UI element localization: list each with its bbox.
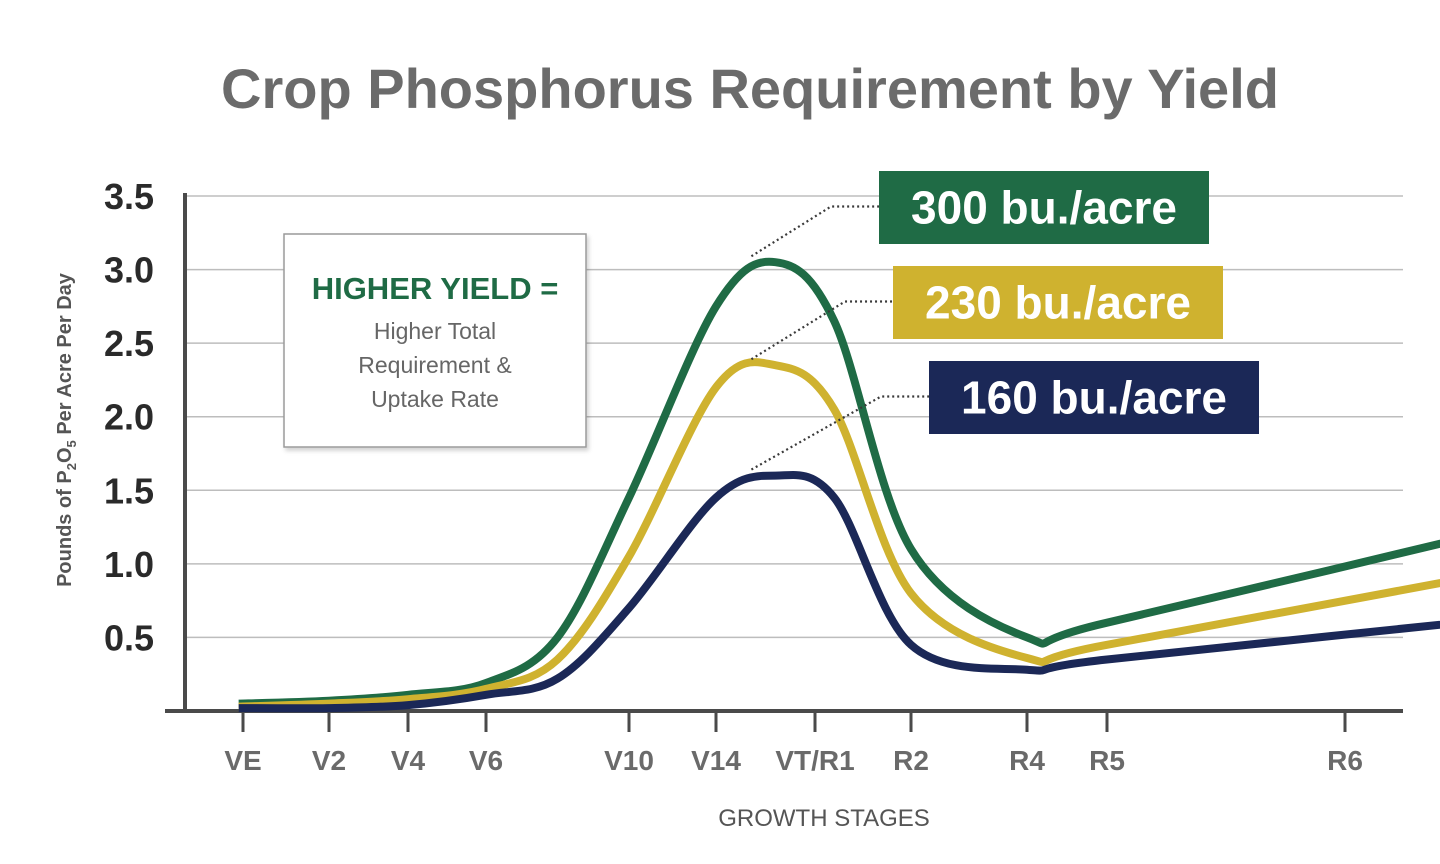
legend-leader-line xyxy=(750,395,929,471)
chart-title: Crop Phosphorus Requirement by Yield xyxy=(221,57,1279,120)
x-tick-label: V4 xyxy=(391,745,426,776)
legend-label: 300 bu./acre xyxy=(911,182,1177,234)
x-tick-label: V2 xyxy=(312,745,346,776)
legend-label: 160 bu./acre xyxy=(961,372,1227,424)
annotation-line: Requirement & xyxy=(358,352,511,378)
y-tick-label: 2.5 xyxy=(104,323,154,364)
x-tick-label: VE xyxy=(224,745,261,776)
y-tick-label: 3.5 xyxy=(104,176,154,217)
legend-label: 230 bu./acre xyxy=(925,277,1191,329)
y-axis-label: Pounds of P2O5 Per Acre Per Day xyxy=(54,272,79,587)
legend-box xyxy=(879,171,1209,244)
legend: 300 bu./acre 230 bu./acre 160 bu./acre xyxy=(750,171,1259,471)
annotation-heading: HIGHER YIELD = xyxy=(312,271,559,306)
x-tick-label: R4 xyxy=(1009,745,1045,776)
series-lines xyxy=(238,257,1440,713)
legend-leader-line xyxy=(750,205,879,258)
x-tick-label: V6 xyxy=(469,745,503,776)
legend-box xyxy=(929,361,1259,434)
legend-box xyxy=(893,266,1223,339)
x-tick-label: V14 xyxy=(691,745,741,776)
x-tick-label: R6 xyxy=(1327,745,1363,776)
y-tick-label: 0.5 xyxy=(104,617,154,658)
x-tick-label: R2 xyxy=(893,745,929,776)
x-axis-ticks: VE V2 V4 V6 V10 V14 VT/R1 R2 R4 R5 R6 xyxy=(224,711,1363,776)
series-line xyxy=(238,358,1440,711)
annotation-box: HIGHER YIELD = Higher Total Requirement … xyxy=(283,233,587,448)
y-tick-label: 1.0 xyxy=(104,544,154,585)
x-tick-label: V10 xyxy=(604,745,654,776)
y-tick-label: 2.0 xyxy=(104,397,154,438)
series-line xyxy=(238,471,1440,713)
y-axis-ticks: 3.5 3.0 2.5 2.0 1.5 1.0 0.5 xyxy=(104,176,154,658)
y-tick-label: 1.5 xyxy=(104,470,154,511)
legend-leader-line xyxy=(750,300,893,361)
annotation-line: Uptake Rate xyxy=(371,386,499,412)
annotation-line: Higher Total xyxy=(374,318,496,344)
x-axis-label: GROWTH STAGES xyxy=(718,805,930,832)
x-tick-label: R5 xyxy=(1089,745,1125,776)
y-tick-label: 3.0 xyxy=(104,250,154,291)
x-tick-label: VT/R1 xyxy=(775,745,854,776)
